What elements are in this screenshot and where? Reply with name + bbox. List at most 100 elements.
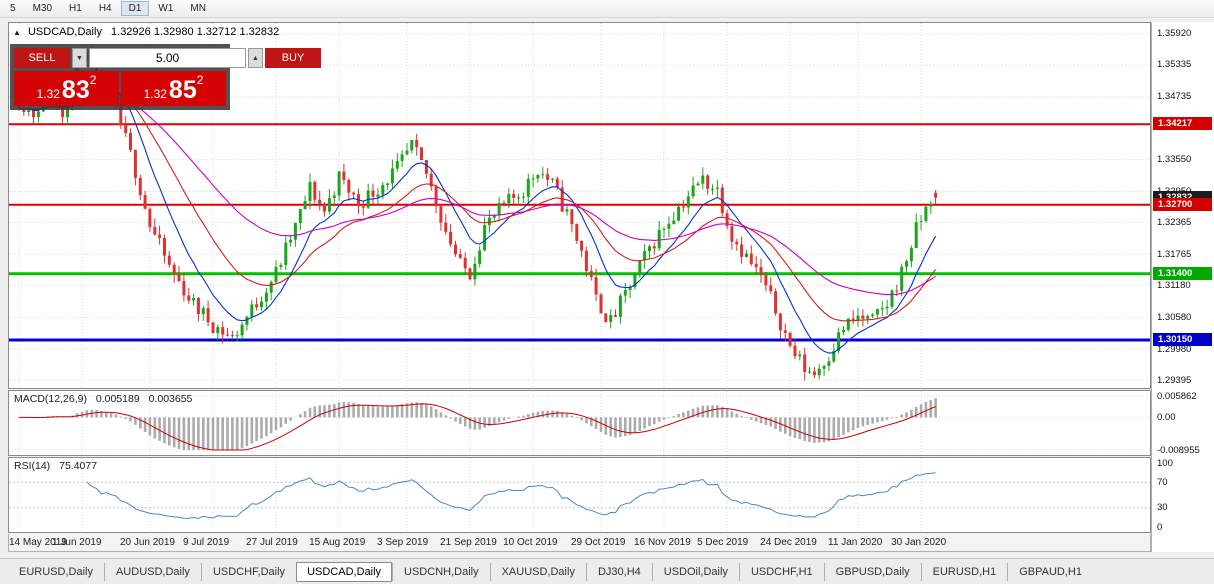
rsi-line: [86, 472, 936, 520]
tab-usdcad-daily[interactable]: USDCAD,Daily: [296, 561, 393, 582]
rsi-name: RSI(14): [14, 460, 51, 472]
ask-price-box[interactable]: 1.32 85 2: [121, 71, 226, 106]
price-tick-label: -0.008955: [1157, 444, 1200, 456]
date-label: 10 Oct 2019: [503, 537, 558, 548]
tab-gbpaud-h1[interactable]: GBPAUD,H1: [1007, 562, 1093, 581]
date-label: 21 Sep 2019: [440, 537, 497, 548]
rsi-label: RSI(14) 75.4077: [14, 460, 103, 472]
tab-audusd-daily[interactable]: AUDUSD,Daily: [103, 562, 201, 581]
chevron-down-icon: ▼: [76, 54, 83, 62]
tab-usdcnh-daily[interactable]: USDCNH,Daily: [392, 562, 490, 581]
tab-eurusd-daily[interactable]: EURUSD,Daily: [19, 565, 93, 578]
macd-signal-line: [19, 403, 936, 451]
macd-histogram: [22, 398, 937, 450]
buy-button[interactable]: BUY: [265, 48, 321, 68]
price-tick-label: 0.00: [1157, 411, 1176, 423]
chart-collapse-icon[interactable]: ▲: [13, 28, 21, 37]
price-tick-label: 100: [1157, 457, 1173, 469]
sell-button[interactable]: SELL: [14, 48, 70, 68]
date-label: 5 Dec 2019: [697, 537, 749, 548]
price-tick-label: 0.005862: [1157, 390, 1197, 402]
timeframe-button-h1[interactable]: H1: [61, 1, 90, 16]
price-tick-label: 1.31180: [1157, 279, 1191, 291]
date-label: 11 Jan 2020: [828, 537, 883, 548]
macd-chart[interactable]: [9, 391, 1150, 455]
tab-xauusd-daily[interactable]: XAUUSD,Daily: [489, 562, 586, 581]
timeframe-toolbar: 5 M30 H1 H4 D1 W1 MN: [0, 0, 1214, 18]
timeframe-button-d1[interactable]: D1: [120, 1, 150, 16]
tab-usdoil-daily[interactable]: USDOil,Daily: [651, 562, 739, 581]
date-label: 24 Dec 2019: [760, 537, 817, 548]
ma-52-line: [18, 97, 936, 296]
macd-label: MACD(12,26,9) 0.005189 0.003655: [14, 393, 198, 405]
price-tick-label: 1.30580: [1157, 311, 1192, 323]
price-tick-label: 0: [1157, 521, 1163, 533]
price-tick-label: 30: [1157, 502, 1168, 514]
timeframe-button-mn[interactable]: MN: [182, 1, 214, 16]
tab-usdchf-h1[interactable]: USDCHF,H1: [738, 562, 824, 581]
chevron-up-icon: ▲: [252, 54, 259, 62]
macd-name: MACD(12,26,9): [14, 393, 87, 405]
timeframe-button-m30[interactable]: M30: [25, 1, 60, 16]
chart-ohlc-values: 1.32926 1.32980 1.32712 1.32832: [111, 26, 280, 38]
date-label: 16 Nov 2019: [634, 537, 691, 548]
date-label: 9 Jul 2019: [183, 537, 230, 548]
price-tick-label: 1.35335: [1157, 59, 1192, 71]
rsi-chart[interactable]: [9, 458, 1150, 532]
bid-price-pipette: 2: [89, 73, 97, 87]
volume-input[interactable]: [89, 48, 246, 68]
macd-value-signal: 0.003655: [148, 393, 193, 405]
macd-value-main: 0.005189: [95, 393, 140, 405]
tab-gbpusd-daily[interactable]: GBPUSD,Daily: [823, 562, 921, 581]
price-tick-label: 1.31765: [1157, 248, 1192, 260]
volume-increase-button[interactable]: ▲: [248, 48, 263, 68]
timeframe-button-m5[interactable]: 5: [2, 1, 24, 16]
horizontal-level-lines: [9, 123, 1150, 342]
price-tick-label: 1.29395: [1157, 374, 1192, 386]
ask-price-big-digits: 85: [168, 76, 197, 104]
date-label: 14 May 2019: [9, 537, 67, 548]
price-tick-label: 1.29980: [1157, 343, 1192, 355]
price-tick-label: 1.35920: [1157, 28, 1192, 40]
price-tick-label: 1.34735: [1157, 91, 1192, 103]
price-badge: 1.30150: [1153, 332, 1212, 346]
time-axis[interactable]: 14 May 2019 1 Jun 2019 20 Jun 2019 9 Jul 20…: [8, 534, 1151, 552]
date-label: 20 Jun 2019: [119, 537, 175, 548]
date-label: 3 Sep 2019: [377, 537, 429, 548]
price-tick-label: 70: [1157, 476, 1168, 488]
ask-price-pipette: 2: [196, 73, 204, 87]
timeframe-button-h4[interactable]: H4: [91, 1, 120, 16]
price-badge: 1.31400: [1153, 266, 1212, 280]
price-tick-label: 1.32365: [1157, 217, 1192, 228]
ma-24-line: [18, 90, 937, 322]
bid-price-prefix: 1.32: [36, 87, 60, 101]
rsi-value: 75.4077: [59, 460, 98, 472]
price-scale[interactable]: 1.359201.353351.347351.335501.329501.323…: [1151, 22, 1214, 552]
price-badge: 1.34217: [1153, 117, 1212, 131]
ma-10-line: [18, 78, 937, 354]
date-label: 15 Aug 2019: [309, 537, 366, 548]
grid-layer: [9, 458, 1150, 532]
chart-tabs-bar: EURUSD,Daily AUDUSD,Daily USDCHF,Daily U…: [0, 558, 1214, 584]
grid-layer: [9, 391, 1150, 455]
date-label: 27 Jul 2019: [246, 537, 298, 548]
tab-eurusd-h1[interactable]: EURUSD,H1: [920, 562, 1008, 581]
timeframe-button-w1[interactable]: W1: [150, 1, 181, 16]
bid-price-box[interactable]: 1.32 83 2: [14, 71, 119, 106]
tab-dj30-h4[interactable]: DJ30,H4: [585, 562, 652, 581]
date-label: 30 Jan 2020: [891, 537, 947, 548]
tab-usdchf-daily[interactable]: USDCHF,Daily: [200, 562, 296, 581]
ask-price-prefix: 1.32: [143, 87, 167, 101]
volume-decrease-button[interactable]: ▼: [72, 48, 87, 68]
price-tick-label: 1.33550: [1157, 154, 1192, 166]
chart-title: ▲ USDCAD,Daily 1.32926 1.32980 1.32712 1…: [13, 26, 279, 38]
bid-price-big-digits: 83: [61, 76, 90, 104]
rsi-indicator-pane[interactable]: [8, 457, 1151, 533]
macd-indicator-pane[interactable]: [8, 390, 1151, 456]
date-label: 29 Oct 2019: [571, 537, 626, 548]
one-click-trading-panel: SELL ▼ ▲ BUY 1.32 83 2 1.32 85 2: [10, 44, 321, 110]
date-label: 1 Jun 2019: [52, 537, 102, 548]
candles-layer: [17, 46, 938, 381]
chart-symbol-label: USDCAD,Daily: [27, 26, 102, 38]
price-badge: 1.32700: [1153, 197, 1212, 211]
